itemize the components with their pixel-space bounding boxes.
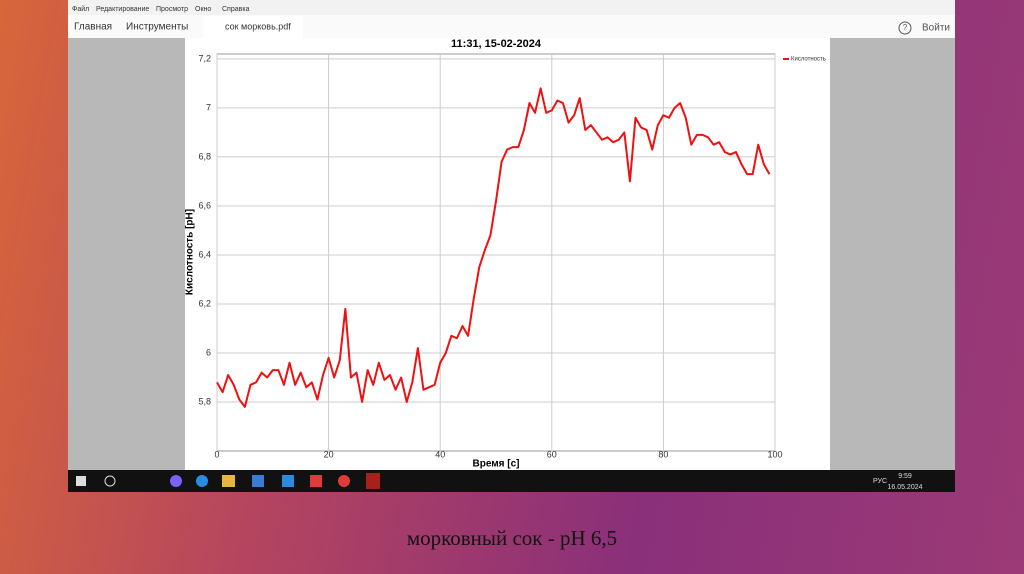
y-tick-label: 7,2 — [198, 53, 211, 63]
chart: 11:31, 15-02-2024 Время [с] Кислотность … — [185, 38, 826, 470]
home-tab[interactable]: Главная — [74, 22, 112, 33]
chart-title: 11:31, 15-02-2024 — [451, 38, 542, 50]
doc-tab-title[interactable]: сок морковь.pdf — [225, 21, 291, 31]
language[interactable]: РУС — [873, 478, 887, 485]
y-axis-label: Кислотность [pH] — [185, 209, 196, 295]
plot-area — [216, 53, 776, 452]
menu-item[interactable]: Окно — [195, 6, 211, 13]
app-icon[interactable] — [338, 475, 350, 487]
menu-item[interactable]: Файл — [72, 5, 89, 13]
menu-bar: Файл Редактирование Просмотр Окно Справк… — [72, 5, 250, 13]
x-axis-label: Время [с] — [473, 459, 520, 470]
app-icon[interactable] — [252, 475, 264, 487]
x-tick-label: 60 — [547, 449, 557, 459]
app-icon[interactable] — [222, 475, 235, 487]
app-icon[interactable] — [310, 475, 322, 487]
clock-date[interactable]: 16.05.2024 — [887, 484, 922, 491]
data-line — [216, 87, 771, 408]
x-tick-label: 80 — [658, 449, 668, 459]
y-tick-label: 5,8 — [198, 396, 211, 406]
tools-tab[interactable]: Инструменты — [126, 22, 188, 33]
y-tick-label: 6,8 — [198, 151, 211, 161]
x-tick-label: 0 — [214, 449, 219, 459]
caption: морковный сок - рН 6,5 — [407, 526, 617, 550]
menu-item[interactable]: Редактирование — [96, 6, 149, 13]
app-icon[interactable] — [170, 475, 182, 487]
app-icon[interactable] — [282, 475, 294, 487]
clock-time[interactable]: 9:59 — [898, 473, 912, 480]
x-tick-label: 20 — [324, 449, 334, 459]
y-tick-label: 6,2 — [198, 298, 211, 308]
app-icon[interactable] — [366, 473, 380, 489]
app-icon[interactable] — [196, 475, 208, 487]
search-button[interactable] — [104, 475, 116, 487]
y-tick-label: 7 — [206, 102, 211, 112]
legend-label: Кислотность — [791, 57, 826, 63]
menu-item[interactable]: Просмотр — [156, 6, 188, 13]
taskbar-icons — [76, 473, 380, 489]
doc-tab[interactable] — [203, 16, 303, 38]
start-button[interactable] — [76, 476, 86, 486]
y-tick-label: 6,6 — [198, 200, 211, 210]
y-tick-label: 6,4 — [198, 249, 211, 259]
help-label[interactable]: ? — [903, 23, 908, 32]
menu-item[interactable]: Справка — [222, 6, 250, 13]
login-button[interactable]: Войти — [922, 23, 950, 34]
toolbar — [68, 15, 955, 38]
y-tick-label: 6 — [206, 347, 211, 357]
help-button[interactable] — [898, 21, 912, 35]
x-tick-label: 40 — [435, 449, 445, 459]
x-tick-label: 100 — [767, 449, 782, 459]
